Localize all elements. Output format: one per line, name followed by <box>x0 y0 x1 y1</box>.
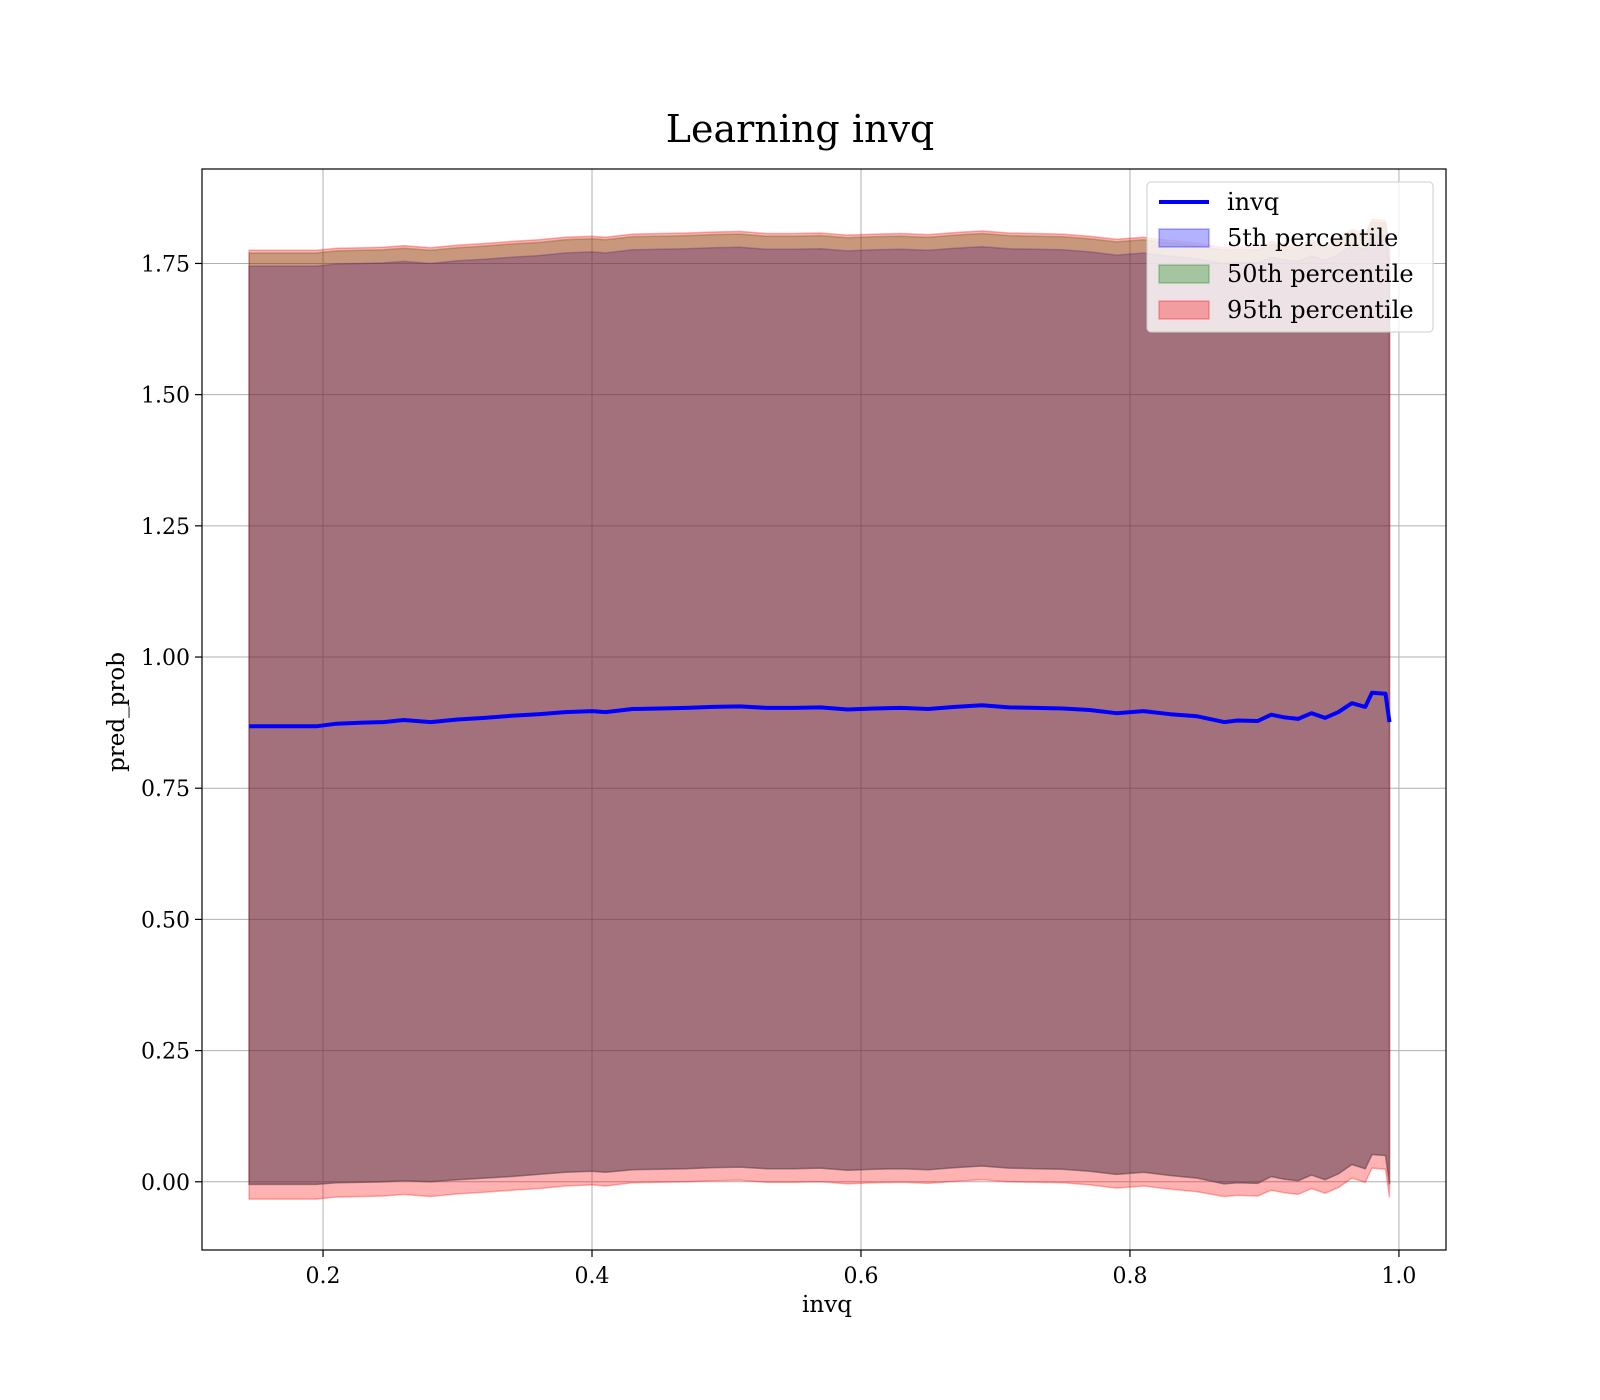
y-axis-label: pred_prob <box>104 652 130 772</box>
x-tick-label: 1.0 <box>1381 1264 1416 1289</box>
y-tick-label: 0.50 <box>141 908 190 933</box>
chart-title: Learning invq <box>666 107 934 151</box>
x-ticks: 0.2 0.4 0.6 0.8 1.0 <box>306 1250 1416 1289</box>
x-axis-label: invq <box>802 1292 852 1318</box>
percentile-bands <box>248 218 1391 1200</box>
plot-area <box>201 168 1447 1251</box>
legend-entry-label: 50th percentile <box>1227 260 1414 288</box>
y-tick-label: 1.00 <box>141 646 190 671</box>
band-5th-percentile <box>248 234 1391 1186</box>
x-tick-label: 0.4 <box>575 1264 610 1289</box>
legend: invq 5th percentile 50th percentile 95th pe… <box>1146 181 1434 333</box>
y-tick-label: 1.25 <box>141 515 190 540</box>
legend-patch-swatch <box>1158 228 1210 248</box>
y-tick-label: 1.50 <box>141 384 190 409</box>
axes-frame <box>201 168 1447 1251</box>
legend-patch-swatch <box>1158 264 1210 284</box>
legend-entry-label: 5th percentile <box>1227 224 1398 252</box>
y-tick-label: 0.25 <box>141 1040 190 1065</box>
y-tick-label: 0.00 <box>141 1171 190 1196</box>
legend-box <box>1146 181 1434 333</box>
x-tick-label: 0.8 <box>1112 1264 1147 1289</box>
legend-entry-label: 95th percentile <box>1227 296 1414 324</box>
legend-patch-swatch <box>1158 300 1210 320</box>
x-tick-label: 0.6 <box>843 1264 878 1289</box>
x-tick-label: 0.2 <box>306 1264 341 1289</box>
band-50th-percentile <box>248 221 1391 1186</box>
y-ticks: 0.00 0.25 0.50 0.75 1.00 1.25 1.50 1.75 <box>141 252 202 1196</box>
series-line-invq <box>249 690 1392 729</box>
y-tick-label: 0.75 <box>141 777 190 802</box>
legend-entry-label: invq <box>1227 188 1279 216</box>
series-lines <box>249 690 1392 729</box>
y-tick-label: 1.75 <box>141 252 190 277</box>
